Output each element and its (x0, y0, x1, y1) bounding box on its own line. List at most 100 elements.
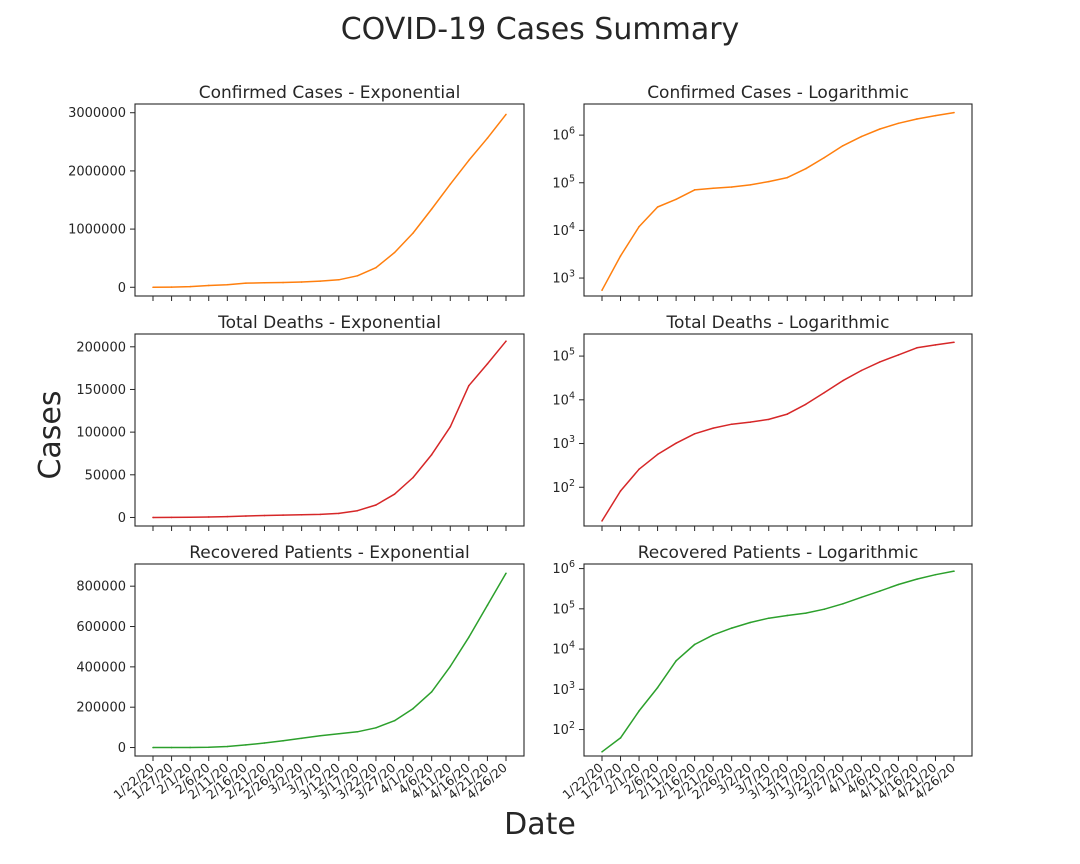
data-point (823, 156, 826, 159)
data-point (207, 516, 210, 518)
data-point (282, 740, 284, 742)
y-axis-label: Cases (33, 390, 68, 479)
panel-title: Recovered Patients - Exponential (189, 543, 470, 563)
y-tick-label: 103 (552, 434, 575, 452)
data-point (953, 570, 955, 572)
y-tick-label: 104 (552, 221, 575, 239)
series-line (601, 111, 955, 291)
data-point (468, 636, 470, 639)
y-tick-label: 0 (118, 281, 126, 296)
data-point (245, 282, 247, 284)
data-point (449, 183, 452, 186)
x-axis-label: Date (504, 807, 576, 842)
data-point (860, 369, 863, 372)
data-point (823, 608, 826, 610)
y-tick-label: 0 (118, 741, 126, 756)
data-point (226, 515, 229, 518)
data-point (804, 403, 807, 406)
data-point (430, 690, 433, 693)
data-point (505, 572, 507, 575)
data-point (189, 746, 191, 749)
data-point (300, 737, 303, 740)
y-tick-label: 103 (552, 680, 575, 698)
data-point (300, 281, 303, 283)
panel-1: Confirmed Cases - Exponential 0 1000000 200… (68, 83, 525, 301)
data-point (468, 384, 470, 387)
y-tick-label: 50000 (85, 468, 126, 483)
data-point (170, 516, 173, 519)
data-point (638, 225, 640, 228)
data-point (263, 514, 266, 517)
data-point (486, 363, 489, 365)
data-point (730, 423, 733, 425)
data-point (152, 286, 154, 289)
data-point (170, 286, 173, 288)
data-point (601, 750, 603, 753)
data-point (916, 347, 918, 349)
data-point (897, 122, 900, 125)
data-point (860, 596, 863, 599)
data-point (842, 145, 844, 147)
data-point (263, 742, 266, 744)
y-tick-label: 800000 (76, 580, 126, 595)
data-point (675, 660, 677, 662)
data-point (879, 590, 881, 592)
data-point (916, 578, 918, 580)
axes-frame (134, 103, 525, 297)
panel-3: Total Deaths - Exponential 0 50000 100000 15… (76, 313, 525, 531)
y-tick-label: 102 (552, 478, 575, 496)
data-point (823, 391, 826, 394)
data-point (804, 612, 807, 614)
data-point (712, 187, 714, 189)
panel-title: Recovered Patients - Logarithmic (638, 543, 919, 563)
data-point (601, 520, 603, 522)
y-tick-label: 200000 (76, 340, 126, 355)
data-point (226, 283, 229, 286)
data-point (430, 208, 433, 210)
panel-title: Total Deaths - Exponential (217, 313, 441, 333)
data-point (842, 379, 844, 382)
y-tick-label: 0 (118, 511, 126, 526)
series-line (601, 341, 955, 522)
y-tick-label: 600000 (76, 620, 126, 635)
y-tick-label: 200000 (76, 701, 126, 716)
data-point (879, 128, 881, 130)
data-point (245, 744, 247, 746)
data-point (934, 573, 937, 576)
data-point (730, 186, 733, 188)
data-point (786, 176, 789, 179)
axes-frame (583, 103, 973, 297)
data-point (226, 745, 229, 748)
axes-frame (583, 563, 973, 757)
y-tick-label: 105 (552, 347, 575, 365)
data-point (897, 354, 900, 356)
series-line (152, 113, 507, 288)
data-point (749, 621, 752, 624)
data-point (207, 284, 210, 287)
data-point (786, 413, 789, 415)
data-point (375, 726, 377, 729)
data-point (393, 251, 396, 254)
data-point (152, 746, 154, 749)
data-point (712, 634, 714, 636)
data-point (412, 476, 414, 479)
data-point (412, 232, 414, 234)
data-point (430, 453, 433, 456)
y-tick-label: 100000 (76, 426, 126, 441)
data-point (263, 281, 266, 284)
y-tick-label: 105 (552, 599, 575, 617)
data-point (356, 275, 359, 277)
data-point (505, 113, 507, 116)
data-point (619, 737, 622, 739)
data-point (375, 504, 377, 506)
series-line (152, 340, 507, 519)
data-point (953, 111, 955, 114)
data-point (393, 719, 396, 722)
data-point (842, 603, 844, 605)
data-point (749, 421, 752, 423)
data-point (693, 433, 696, 435)
data-point (693, 643, 696, 646)
y-tick-label: 103 (552, 269, 575, 287)
panel-title: Confirmed Cases - Logarithmic (647, 83, 909, 103)
